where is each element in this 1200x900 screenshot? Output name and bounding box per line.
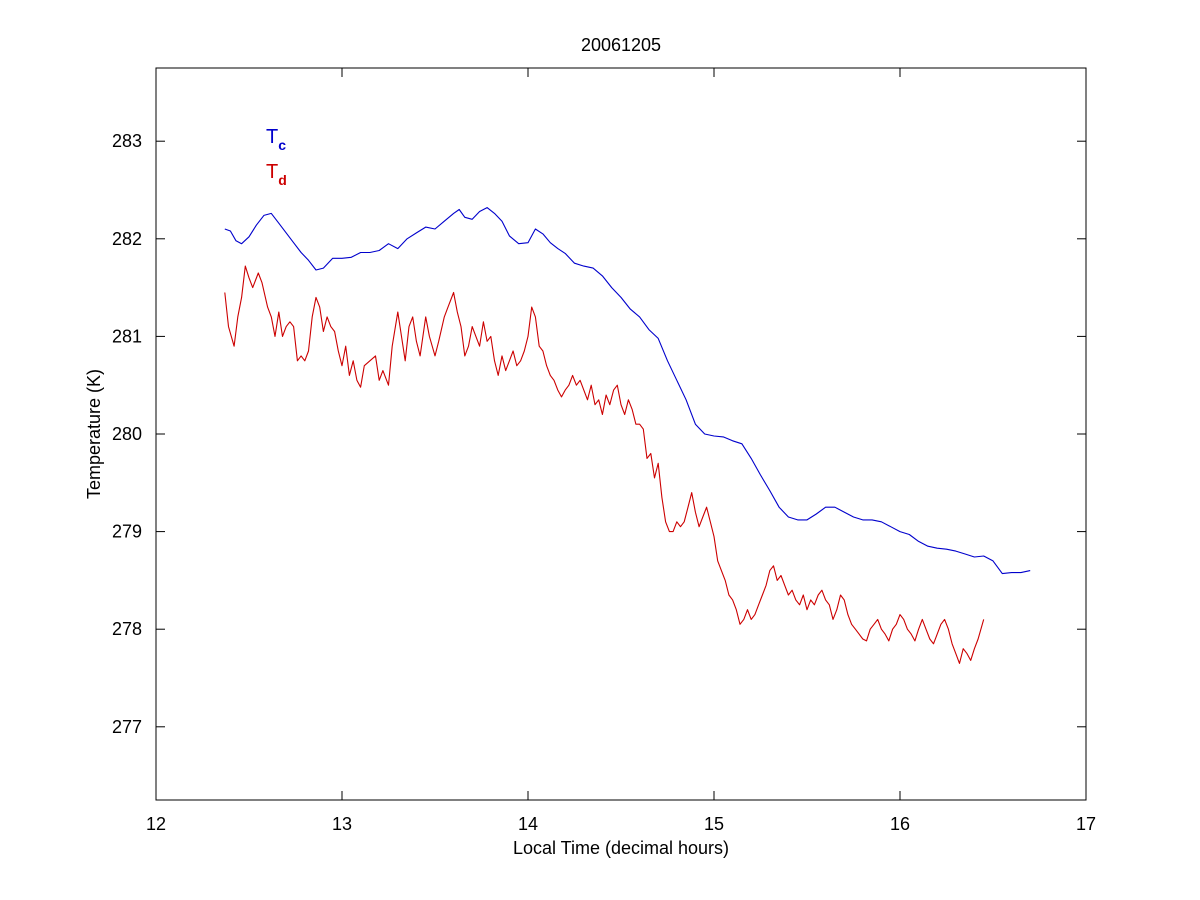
x-tick-label: 13 <box>332 814 352 834</box>
x-tick-label: 17 <box>1076 814 1096 834</box>
legend-tc-name: T <box>266 126 278 148</box>
legend-entry-td: Td <box>266 161 287 188</box>
series-line-td <box>224 265 985 664</box>
legend-td-name: T <box>266 161 278 183</box>
y-tick-label: 278 <box>112 619 142 639</box>
x-tick-label: 14 <box>518 814 538 834</box>
series-layer <box>224 207 1031 664</box>
legend-tc-subscript: c <box>278 137 286 153</box>
y-tick-labels: 277 278 279 280 281 282 283 <box>112 131 142 737</box>
x-tick-label: 12 <box>146 814 166 834</box>
y-tick-label: 277 <box>112 717 142 737</box>
plot-area <box>155 67 1087 801</box>
y-tick-label: 282 <box>112 229 142 249</box>
y-tick-label: 279 <box>112 522 142 542</box>
legend-td-subscript: d <box>278 172 287 188</box>
y-tick-label: 281 <box>112 326 142 346</box>
x-tick-labels: 12 13 14 15 16 17 <box>146 814 1096 834</box>
y-tick-label: 280 <box>112 424 142 444</box>
x-axis-label: Local Time (decimal hours) <box>513 838 729 858</box>
x-tick-label: 15 <box>704 814 724 834</box>
chart-title: 20061205 <box>581 35 661 55</box>
x-tick-label: 16 <box>890 814 910 834</box>
y-axis-label: Temperature (K) <box>84 369 104 499</box>
series-line-tc <box>224 207 1031 575</box>
tick-marks <box>155 68 1087 800</box>
y-tick-label: 283 <box>112 131 142 151</box>
legend: Tc Td <box>266 126 287 188</box>
legend-entry-tc: Tc <box>266 126 286 153</box>
